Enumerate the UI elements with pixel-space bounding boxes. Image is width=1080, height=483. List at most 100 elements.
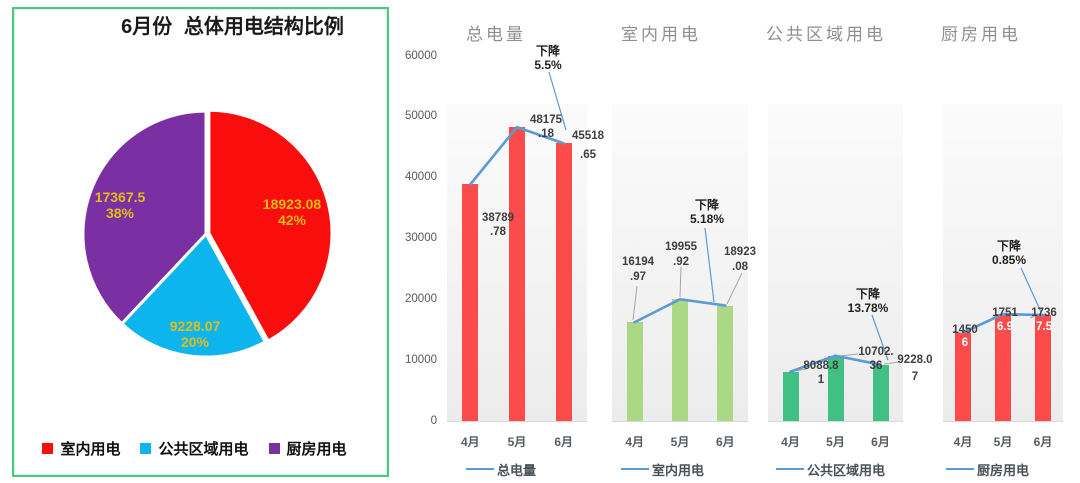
data-label: 19955 (665, 241, 697, 253)
data-label: 1450 (952, 324, 978, 336)
decline-text: 下降 (694, 198, 719, 212)
bar-6月 (555, 143, 572, 421)
bar-4月 (462, 184, 479, 421)
legend-swatch (268, 443, 280, 454)
label-leader-line (679, 266, 682, 298)
y-axis-tick: 50000 (405, 110, 437, 123)
data-label: .92 (673, 256, 689, 268)
y-axis-tick: 0 (430, 414, 437, 427)
decline-annotation: 下降 5.18% (690, 198, 724, 226)
month-label: 6月 (871, 435, 890, 449)
month-label: 4月 (625, 435, 644, 449)
bar-4月 (955, 332, 971, 421)
decline-text: 下降 (855, 287, 881, 301)
data-label: 1736 (1031, 307, 1057, 319)
data-label: 6.9 (997, 321, 1013, 333)
chart-legend: 总电量 (466, 462, 537, 478)
decline-annotation: 下降 0.85% (992, 239, 1026, 267)
legend-line-marker (621, 467, 649, 471)
y-axis-tick: 40000 (405, 171, 437, 184)
pie-value: 18923.08 (262, 196, 322, 212)
data-label: 7 (911, 371, 919, 383)
y-axis-tick: 20000 (405, 292, 437, 305)
month-label: 5月 (507, 435, 527, 449)
legend-label: 室内用电 (60, 441, 121, 458)
label-leader-line (952, 330, 962, 334)
pie-value: 9228.07 (169, 318, 221, 334)
chart-legend: 室内用电 (621, 462, 705, 478)
decline-annotation: 下降 5.5% (534, 44, 561, 72)
data-label: 38789 (482, 212, 514, 224)
legend-label: 厨房用电 (977, 462, 1030, 478)
chart-title: 室内用电 (621, 25, 701, 44)
month-label: 5月 (826, 435, 845, 449)
label-leader-line (839, 353, 859, 357)
data-label: 7.5 (1036, 321, 1052, 333)
decline-annotation: 下降 13.78% (848, 287, 889, 315)
month-label: 5月 (993, 435, 1013, 449)
data-label: 1 (817, 374, 825, 386)
bar-6月 (717, 305, 734, 421)
pie-title: 6月份 总体用电结构比例 (121, 16, 344, 38)
decline-text: 下降 (996, 239, 1021, 253)
data-label: 16194 (622, 256, 654, 268)
series-line (961, 312, 1045, 334)
annotation-leader-line (1020, 267, 1042, 313)
legend-label: 室内用电 (652, 462, 705, 478)
pie-legend-item: 室内用电 (42, 438, 120, 459)
decline-percent: 5.5% (534, 58, 562, 72)
data-label: 48175 (530, 114, 562, 126)
decline-percent: 0.85% (991, 253, 1027, 267)
data-label: 6 (961, 337, 969, 349)
legend-line-marker (466, 467, 494, 471)
chart-title: 厨房用电 (941, 25, 1021, 44)
pie-legend: 室内用电 公共区域用电 厨房用电 (14, 438, 387, 459)
data-label: 18923 (724, 246, 756, 258)
annotation-leader-line (548, 71, 567, 131)
legend-label: 总电量 (497, 462, 537, 478)
decline-percent: 5.18% (689, 212, 725, 226)
data-label: .08 (732, 261, 748, 273)
month-label: 4月 (460, 435, 480, 449)
legend-line-marker (946, 467, 974, 471)
legend-line-marker (776, 467, 804, 471)
y-axis-tick: 10000 (405, 353, 437, 366)
month-label: 4月 (781, 435, 800, 449)
chart-legend: 厨房用电 (946, 462, 1030, 478)
series-line (633, 297, 727, 324)
pie-slice-1 (207, 108, 334, 343)
data-label: 9228.0 (897, 354, 933, 366)
pie-slice-label: 9228.07 20% (170, 318, 221, 350)
series-line (789, 354, 882, 373)
legend-label: 公共区域用电 (807, 462, 886, 478)
chart-title: 公共区域用电 (766, 25, 886, 44)
annotation-leader-line (871, 314, 889, 361)
y-axis-tick: 60000 (405, 49, 437, 62)
decline-percent: 13.78% (847, 301, 889, 315)
month-label: 5月 (670, 435, 690, 449)
data-label: .18 (538, 128, 554, 140)
y-axis-tick: 30000 (405, 232, 437, 244)
legend-label: 公共区域用电 (158, 441, 249, 458)
annotation-leader-line (704, 227, 715, 303)
chart-title: 总电量 (466, 25, 526, 44)
legend-swatch (140, 443, 152, 454)
bar-5月 (672, 299, 688, 421)
pie-percent: 38% (105, 205, 135, 221)
bar-4月 (626, 322, 643, 421)
bar-5月 (827, 355, 844, 421)
pie-slice-2 (120, 232, 267, 359)
month-label: 6月 (715, 435, 735, 449)
chart-legend: 公共区域用电 (776, 462, 886, 478)
label-leader-line (726, 272, 743, 305)
decline-text: 下降 (535, 44, 561, 58)
month-label: 4月 (953, 435, 973, 449)
data-label: 36 (869, 360, 883, 372)
series-line (469, 125, 565, 186)
bar-5月 (509, 127, 525, 421)
data-label: .78 (490, 226, 506, 238)
bar-5月 (995, 314, 1011, 421)
data-label: .97 (630, 271, 646, 283)
data-label: 10702. (858, 346, 894, 358)
